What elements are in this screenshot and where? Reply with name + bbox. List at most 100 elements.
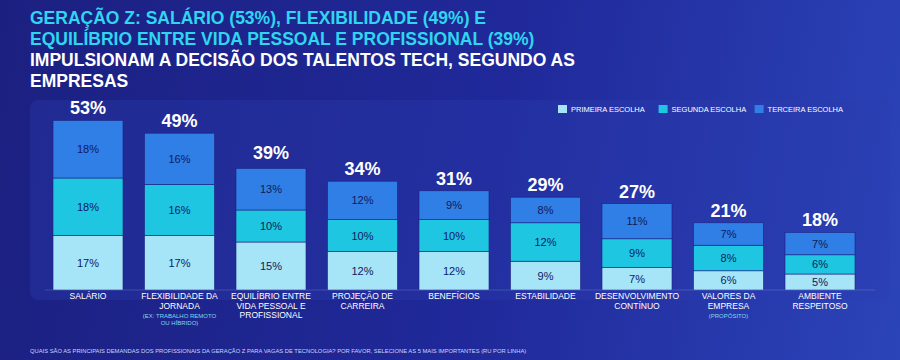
category-line: PROFISSIONAL [240,310,303,320]
category-label: BENEFÍCIOS [428,291,480,301]
data-label: 12% [534,236,556,248]
data-label: 6% [812,258,828,270]
note-line: OU HÍBRIDO) [161,320,199,326]
category-line: PROJEÇÃO DE [332,291,393,301]
bar-segment [785,274,855,290]
data-label: 18% [77,201,99,213]
baseline [45,290,875,291]
data-label: 13% [260,183,282,195]
bar-segment [419,252,489,290]
bar-segment [53,236,123,290]
bar-segment [419,191,489,220]
category-label: VALORES DAEMPRESA [702,291,756,311]
data-label: 17% [77,257,99,269]
title-highlight: GERAÇÃO Z: SALÁRIO (53%), FLEXIBILIDADE … [30,8,534,49]
data-label: 10% [443,230,465,242]
bar-segment [785,232,855,254]
category-label: FLEXIBILIDADE DAJORNADA [141,291,218,311]
total-label: 31% [436,169,472,189]
total-label: 53% [70,98,106,118]
category-line: EMPRESA [708,301,750,311]
bar-segment [694,245,764,271]
total-label: 29% [527,175,563,195]
bar-segment [785,255,855,274]
category-note: (EX: TRABALHO REMOTOOU HÍBRIDO) [143,313,217,326]
category-line: CONTÍNUO [614,301,660,311]
category-line: JORNADA [159,301,200,311]
category-line: DESENVOLVIMENTO [595,291,680,301]
data-label: 10% [260,220,282,232]
bar-segment [328,181,398,219]
data-label: 6% [721,274,737,286]
chart: 17%18%18%53%SALÁRIO17%16%16%49%FLEXIBILI… [0,0,900,360]
category-label: DESENVOLVIMENTOCONTÍNUO [595,291,680,311]
category-note: (PROPÓSITO) [709,313,749,319]
data-label: 5% [812,276,828,288]
category-line: BENEFÍCIOS [428,291,480,301]
category-line: VALORES DA [702,291,756,301]
data-label: 8% [538,204,554,216]
data-label: 18% [77,143,99,155]
data-label: 12% [351,194,373,206]
labels: 17%18%18%53%SALÁRIO17%16%16%49%FLEXIBILI… [70,98,848,326]
data-label: 7% [721,228,737,240]
title-text: IMPULSIONAM A DECISÃO DOS TALENTOS TECH,… [30,50,575,91]
total-label: 34% [344,159,380,179]
bar-segment [419,220,489,252]
category-label: SALÁRIO [70,291,107,301]
legend-swatch [558,105,567,113]
bar-segment [145,133,215,184]
category-line: CARREIRA [341,301,385,311]
bar-segment [53,120,123,178]
data-label: 12% [351,265,373,277]
bar-segment [694,223,764,245]
category-label: AMBIENTERESPEITOSO [792,291,847,311]
data-label: 7% [812,238,828,250]
panel [30,100,890,300]
bar-segment [694,271,764,290]
bar-segment [328,252,398,290]
total-label: 39% [253,143,289,163]
bar-segment [511,223,581,261]
bar-segment [602,204,672,239]
data-label: 11% [626,215,647,227]
category-label: PROJEÇÃO DECARREIRA [332,291,393,311]
bar-segment [511,261,581,290]
legend-swatch [659,105,668,113]
bar-segment [602,239,672,268]
category-label: EQUILÍBRIO ENTREVIDA PESSOAL EPROFISSION… [231,291,311,320]
bar-segment [236,210,306,242]
total-label: 21% [710,201,746,221]
category-line: RESPEITOSO [792,301,847,311]
bar-segment [236,168,306,210]
data-label: 9% [446,199,462,211]
legend-label: SEGUNDA ESCOLHA [672,105,747,114]
legend-swatch [755,105,764,113]
category-label: ESTABILIDADE [515,291,576,301]
legend-label: PRIMEIRA ESCOLHA [571,105,645,114]
category-line: ESTABILIDADE [515,291,576,301]
bar-segment [145,184,215,235]
total-label: 49% [161,111,197,131]
data-label: 7% [629,273,645,285]
bar-segment [53,178,123,236]
data-label: 8% [721,252,737,264]
bars [53,120,855,290]
data-label: 9% [538,270,554,282]
data-label: 17% [168,257,190,269]
data-label: 10% [351,230,373,242]
data-label: 16% [168,153,190,165]
bar-segment [511,197,581,223]
note-line: (EX: TRABALHO REMOTO [143,313,217,319]
data-label: 9% [629,247,645,259]
note-line: (PROPÓSITO) [709,313,749,319]
bar-segment [602,268,672,290]
footnote: QUAIS SÃO AS PRINCIPAIS DEMANDAS DOS PRO… [30,348,526,354]
category-line: AMBIENTE [798,291,842,301]
bar-segment [236,242,306,290]
bar-segment [145,236,215,290]
category-line: EQUILÍBRIO ENTRE [231,291,311,301]
title: GERAÇÃO Z: SALÁRIO (53%), FLEXIBILIDADE … [30,8,590,92]
total-label: 18% [802,210,838,230]
category-line: VIDA PESSOAL E [236,301,305,311]
